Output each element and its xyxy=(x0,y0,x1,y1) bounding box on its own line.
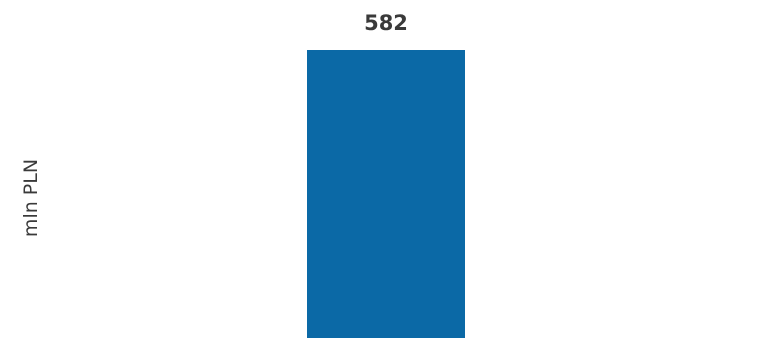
y-axis-label: mln PLN xyxy=(20,159,42,237)
bar xyxy=(307,50,465,338)
bars-group xyxy=(307,50,465,338)
data-labels-group: 582 xyxy=(364,11,408,35)
bar-value-label: 582 xyxy=(364,11,408,35)
